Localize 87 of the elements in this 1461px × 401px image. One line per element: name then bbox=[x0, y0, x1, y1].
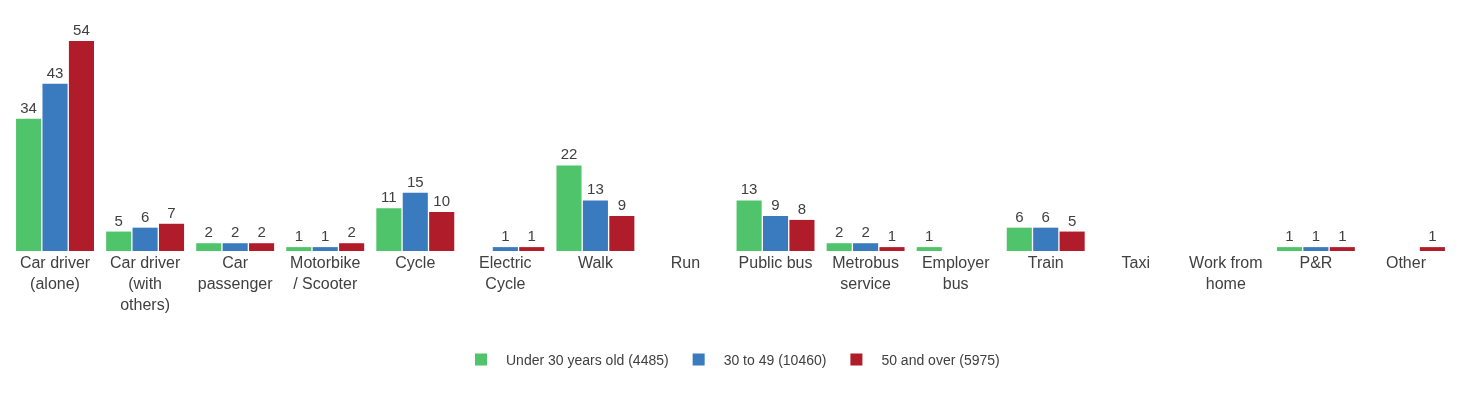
bar bbox=[1033, 227, 1059, 251]
x-tick-label: Walk bbox=[577, 254, 614, 271]
x-tick-label: Motorbike / Scooter bbox=[290, 254, 361, 292]
bar bbox=[762, 216, 789, 251]
bar bbox=[826, 243, 852, 251]
bar bbox=[106, 231, 132, 251]
data-label: 1 bbox=[527, 227, 536, 245]
data-label: 2 bbox=[347, 223, 356, 241]
bar bbox=[402, 192, 428, 251]
legend-label: Under 30 years old (4485) bbox=[506, 351, 669, 368]
data-label: 15 bbox=[406, 172, 424, 190]
data-label: 1 bbox=[1285, 227, 1294, 245]
data-label: 22 bbox=[560, 145, 578, 163]
data-label: 43 bbox=[46, 63, 64, 81]
data-label: 5 bbox=[1067, 211, 1077, 229]
x-tick-label: Car passenger bbox=[197, 254, 274, 292]
bar bbox=[196, 243, 222, 251]
x-tick-label: Public bus bbox=[738, 254, 813, 271]
bar bbox=[1329, 247, 1355, 251]
data-label: 1 bbox=[925, 227, 934, 245]
x-tick-label: Taxi bbox=[1121, 254, 1151, 271]
data-label: 6 bbox=[1041, 207, 1050, 225]
data-label: 6 bbox=[1015, 207, 1024, 225]
bar bbox=[132, 227, 158, 251]
bar bbox=[879, 247, 905, 251]
legend-label: 50 and over (5975) bbox=[881, 351, 1000, 368]
bar bbox=[68, 41, 94, 251]
legend-label: 30 to 49 (10460) bbox=[723, 351, 827, 368]
data-label: 6 bbox=[140, 207, 150, 225]
bar bbox=[519, 247, 545, 251]
data-label: 13 bbox=[587, 180, 604, 198]
bar bbox=[286, 247, 312, 251]
bar bbox=[789, 219, 815, 251]
data-label: 10 bbox=[433, 192, 451, 210]
data-label: 1 bbox=[1338, 227, 1347, 245]
bar bbox=[736, 200, 762, 251]
data-label: 1 bbox=[1428, 227, 1437, 245]
x-tick-label: Metrobus service bbox=[832, 254, 899, 292]
x-tick-label: Work from home bbox=[1189, 254, 1263, 292]
bar bbox=[1276, 247, 1303, 251]
bar bbox=[312, 247, 338, 251]
data-label: 8 bbox=[797, 199, 807, 217]
x-tick-label: Car driver (with others) bbox=[109, 254, 181, 313]
data-label: 2 bbox=[230, 223, 240, 241]
data-label: 1 bbox=[887, 227, 897, 245]
x-tick-label: Employer bus bbox=[921, 254, 991, 292]
data-label: 2 bbox=[835, 223, 844, 241]
bar bbox=[158, 223, 185, 251]
bar bbox=[222, 243, 248, 251]
data-label: 13 bbox=[740, 180, 758, 198]
data-label: 11 bbox=[381, 188, 397, 206]
bar bbox=[1006, 227, 1032, 251]
bar bbox=[1419, 247, 1445, 251]
data-label: 9 bbox=[617, 196, 626, 214]
data-label: 34 bbox=[20, 98, 37, 116]
data-label: 1 bbox=[294, 227, 303, 245]
data-label: 1 bbox=[321, 227, 330, 245]
data-label: 2 bbox=[204, 223, 213, 241]
bar bbox=[1303, 247, 1329, 251]
data-label: 54 bbox=[73, 21, 90, 39]
x-tick-label: Cycle bbox=[395, 254, 436, 271]
bar bbox=[339, 243, 365, 251]
bar bbox=[42, 83, 68, 251]
x-tick-label: Run bbox=[670, 254, 701, 271]
data-label: 7 bbox=[167, 203, 176, 221]
bar bbox=[249, 243, 275, 251]
data-label: 2 bbox=[861, 223, 870, 241]
x-tick-label: Train bbox=[1027, 254, 1064, 271]
bar bbox=[556, 165, 582, 251]
bar bbox=[582, 200, 608, 251]
bar bbox=[429, 212, 455, 251]
x-tick-label: Car driver (alone) bbox=[19, 254, 91, 292]
data-label: 2 bbox=[257, 223, 266, 241]
data-label: 1 bbox=[1311, 227, 1321, 245]
bar bbox=[1059, 231, 1085, 251]
data-label: 9 bbox=[771, 196, 780, 214]
bar bbox=[16, 118, 42, 251]
bar bbox=[376, 208, 402, 251]
data-label: 1 bbox=[501, 227, 510, 245]
data-label: 5 bbox=[114, 211, 123, 229]
bar bbox=[853, 243, 879, 251]
bar bbox=[492, 247, 518, 251]
bar bbox=[609, 216, 635, 251]
x-tick-label: P&R bbox=[1299, 254, 1333, 271]
x-tick-label: Other bbox=[1385, 254, 1427, 271]
bar bbox=[916, 247, 942, 251]
x-tick-label: Electric Cycle bbox=[479, 254, 532, 292]
